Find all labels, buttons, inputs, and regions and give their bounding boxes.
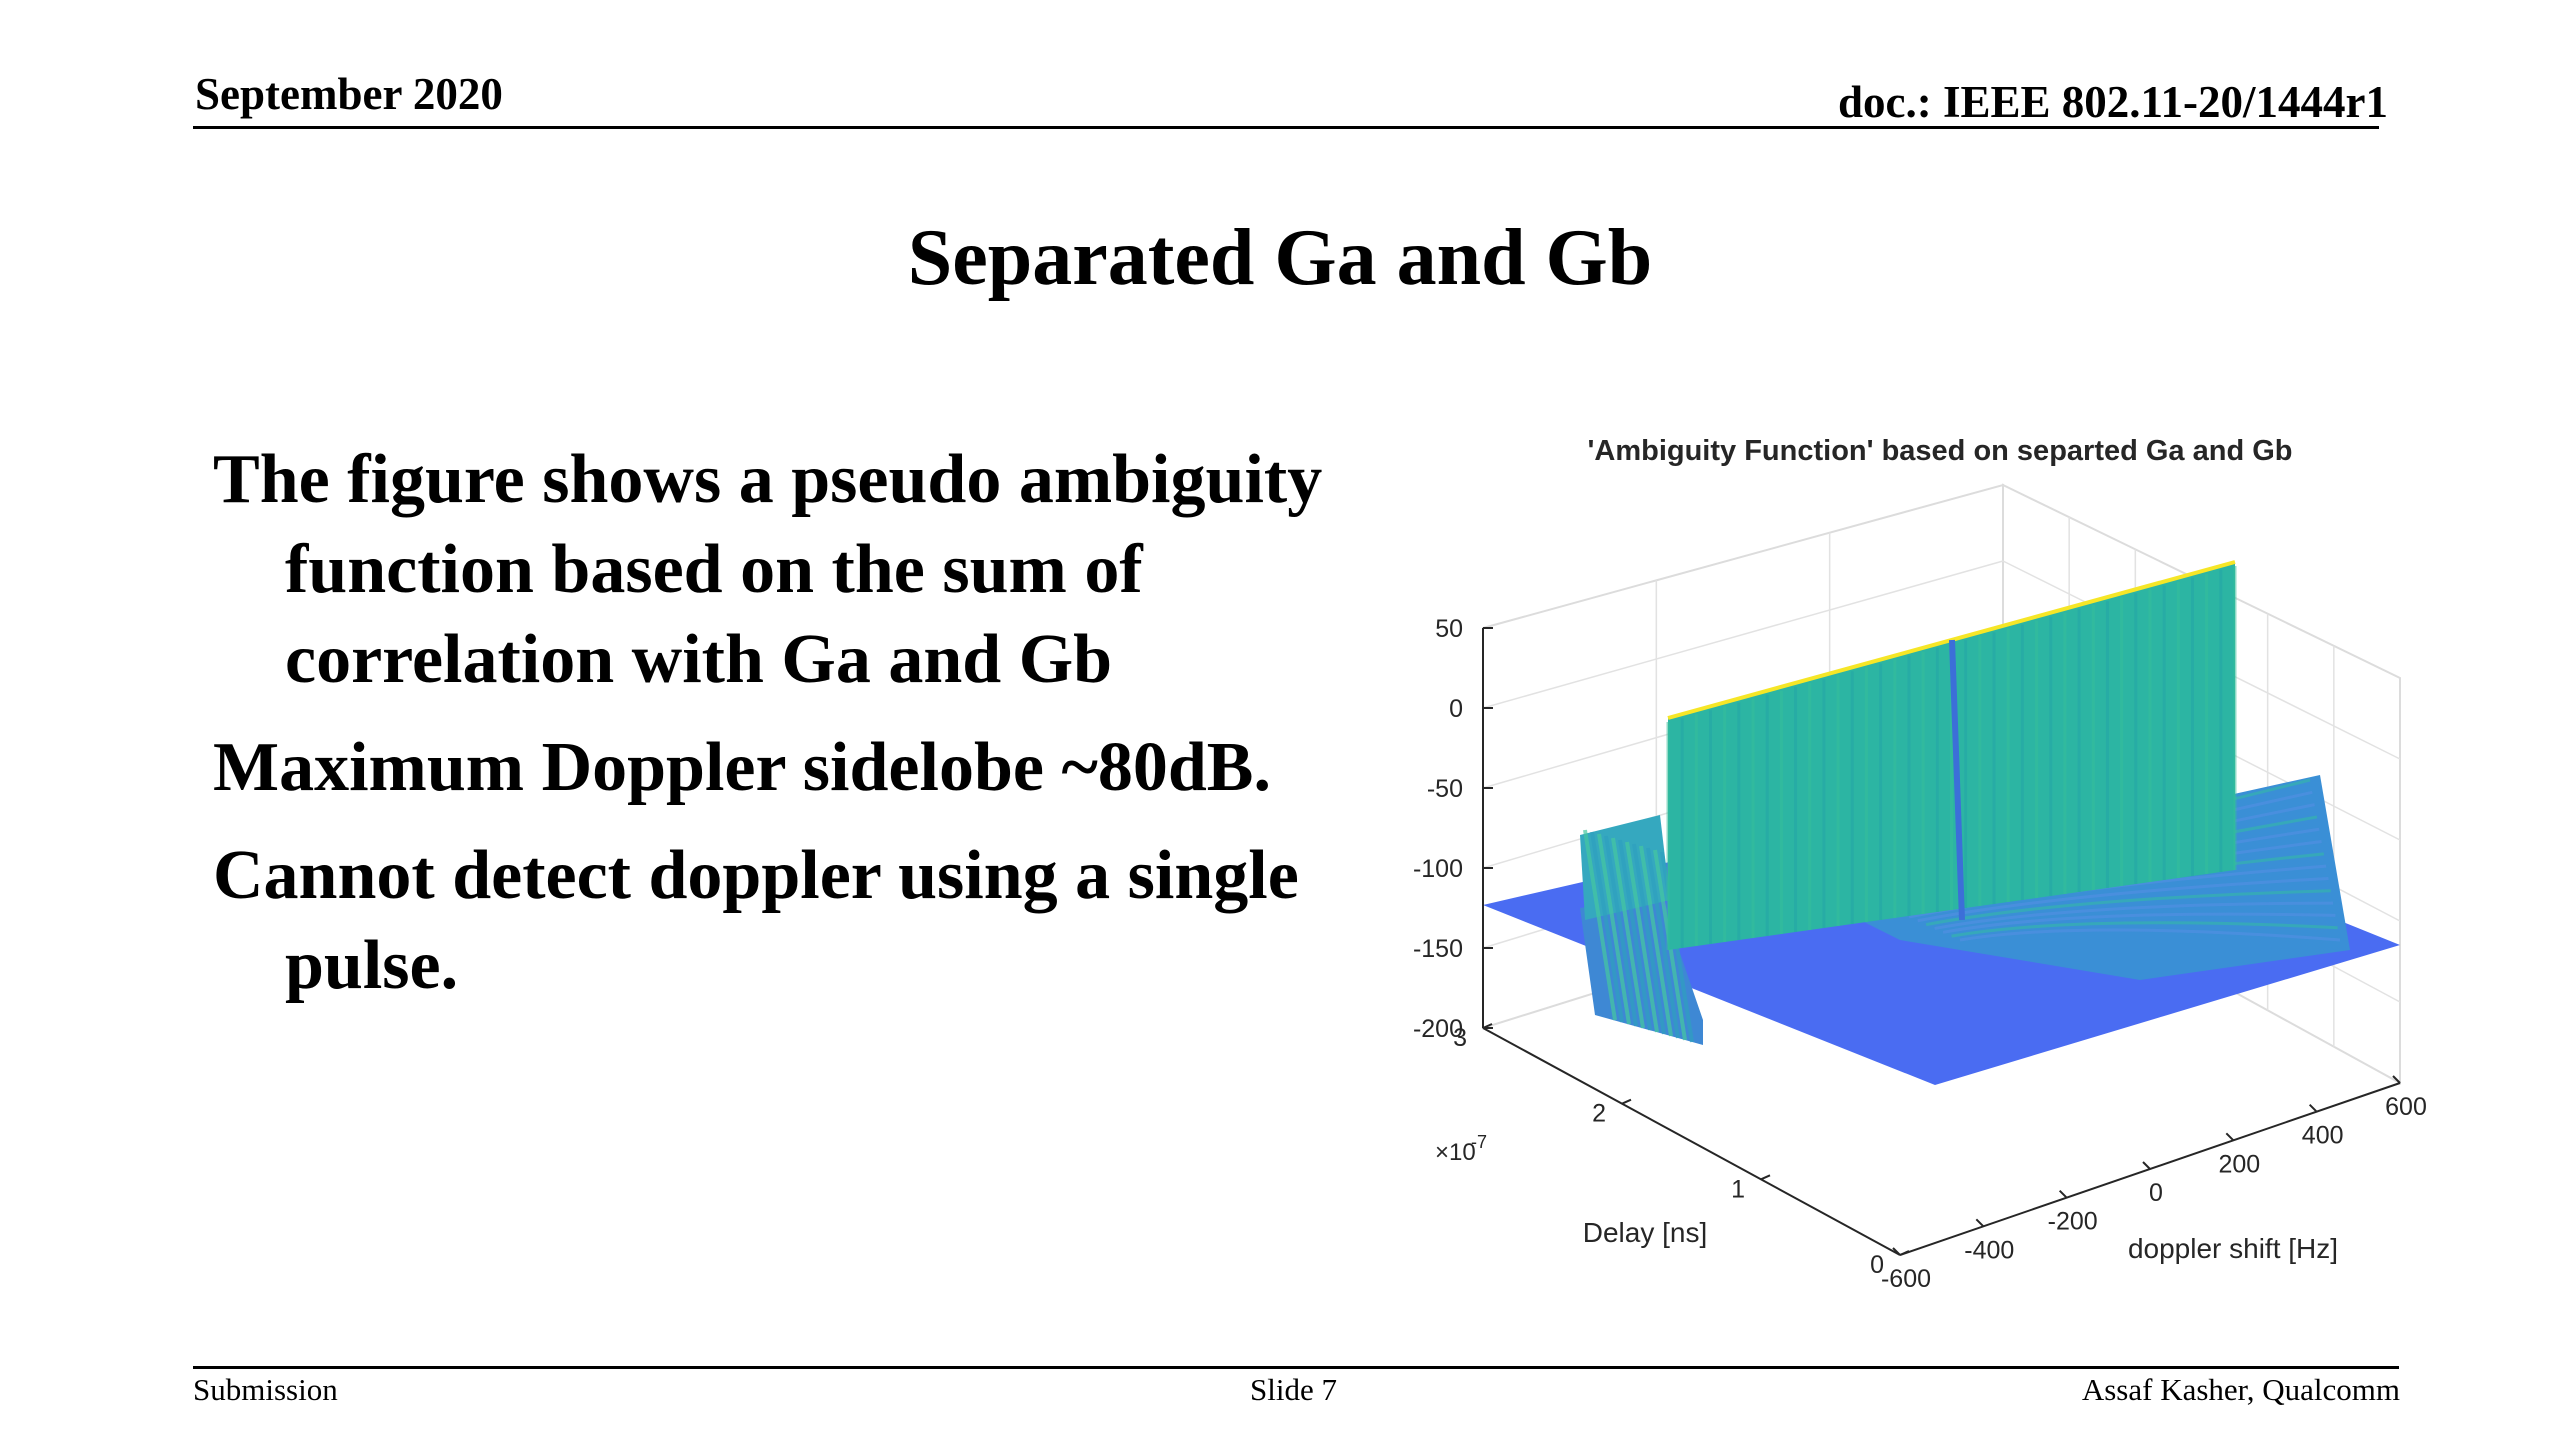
z-tick-label: 0 [1449, 695, 1463, 723]
main-ridge-stripes [1666, 566, 2237, 950]
sidelobe-stripe [1632, 843, 1666, 1035]
y-axis [1482, 1027, 1901, 1256]
chart-title: 'Ambiguity Function' based on separted G… [1587, 435, 2292, 467]
x-tick-mark [1892, 1247, 1901, 1256]
x-axis-label: doppler shift [Hz] [2128, 1233, 2338, 1264]
header-rule [193, 126, 2379, 129]
x-tick-mark [2225, 1132, 2235, 1142]
z-tick-label: -200 [1413, 1015, 1463, 1043]
fan-line [1934, 901, 2334, 930]
sidelobe-stripe [1639, 845, 1673, 1037]
sidelobe-stripes [1583, 829, 1694, 1043]
fan-line [1917, 876, 2329, 923]
grid-line [1482, 560, 2004, 709]
x-tick-mark [2308, 1103, 2318, 1113]
ridge-center-notch [1949, 639, 1965, 921]
main-ridge-top-edge [1667, 560, 2236, 720]
z-tick-label: -100 [1413, 855, 1463, 883]
z-tick-labels: 50 0 -50 -100 -150 -200 [1413, 615, 1493, 1043]
x-tick-label: 0 [2149, 1179, 2163, 1207]
fan-line [1959, 928, 2341, 942]
surface [1483, 560, 2400, 1085]
ambiguity-surface-chart: 'Ambiguity Function' based on separted G… [1413, 435, 2427, 1293]
bullet-item: The figure shows a pseudo ambiguity func… [213, 441, 1323, 698]
y-tick-label: 2 [1592, 1100, 1606, 1128]
sidelobe-stripe [1625, 841, 1659, 1033]
bullet-item: Cannot detect doppler using a single pul… [213, 837, 1299, 1004]
sidelobe-stripe [1583, 829, 1617, 1021]
x-tick-label: -600 [1881, 1265, 1931, 1293]
y-exponent-base: ×10 [1435, 1139, 1476, 1166]
x-tick-label: -200 [2048, 1208, 2098, 1236]
x-tick-mark [2392, 1075, 2401, 1084]
sidelobe-stripe [1618, 839, 1652, 1031]
y-tick-labels: 0 1 2 3 [1453, 1023, 1910, 1279]
sidelobe-stripe [1590, 831, 1624, 1023]
y-tick-label: 3 [1453, 1024, 1467, 1052]
z-tick-label: -150 [1413, 935, 1463, 963]
z-tick-label: 50 [1435, 615, 1463, 643]
x-tick-label: 200 [2218, 1150, 2260, 1178]
sidelobe-stripe [1604, 835, 1638, 1027]
z-tick-label: -50 [1427, 775, 1463, 803]
footer-author: Assaf Kasher, Qualcomm [2081, 1372, 2400, 1407]
sidelobe-stripe [1611, 837, 1645, 1029]
x-tick-mark [2058, 1189, 2068, 1199]
bullet-item: Maximum Doppler sidelobe ~80dB. [213, 729, 1271, 806]
y-tick-mark [1899, 1250, 1910, 1256]
y-exponent-power: -7 [1471, 1132, 1487, 1152]
x-tick-mark [1975, 1218, 1985, 1228]
header-doc-id: doc.: IEEE 802.11-20/1444r1 [1837, 77, 2388, 127]
footer-rule [193, 1366, 2399, 1369]
x-tick-label: -400 [1964, 1236, 2014, 1264]
y-tick-label: 1 [1731, 1175, 1745, 1203]
y-tick-mark [1760, 1174, 1771, 1181]
footer-submission: Submission [193, 1372, 338, 1407]
fan-line [1925, 889, 2331, 927]
y-tick-label: 0 [1870, 1251, 1884, 1279]
x-tick-labels: -600 -400 -200 0 200 400 600 [1881, 1075, 2427, 1293]
slide-title: Separated Ga and Gb [907, 214, 1653, 302]
x-tick-label: 600 [2385, 1093, 2427, 1121]
footer-slide-number: Slide 7 [1250, 1372, 1337, 1407]
fan-line [1951, 921, 2338, 938]
bullet-list: The figure shows a pseudo ambiguity func… [213, 435, 1363, 1029]
header-date: September 2020 [195, 69, 503, 119]
sidelobe-stripe [1597, 833, 1631, 1025]
y-tick-mark [1621, 1098, 1632, 1105]
x-tick-label: 400 [2302, 1122, 2344, 1150]
x-tick-mark [2142, 1161, 2151, 1170]
y-axis-label: Delay [ns] [1583, 1217, 1708, 1248]
y-tick-mark [1482, 1023, 1493, 1029]
fan-line [1942, 912, 2336, 934]
sidelobe-stripe [1646, 847, 1680, 1039]
